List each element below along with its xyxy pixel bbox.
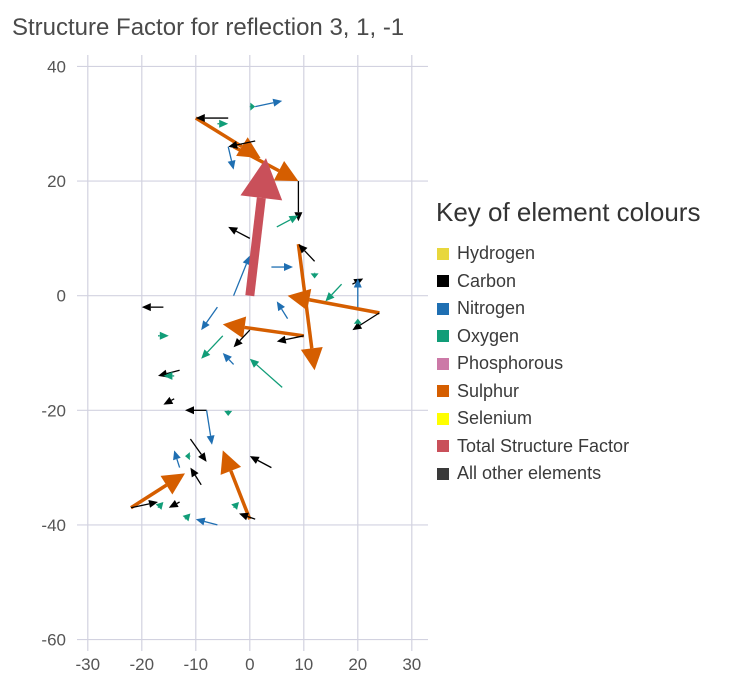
oxygen-vector: [217, 119, 229, 128]
legend-label: Hydrogen: [457, 243, 536, 264]
carbon-vector: [195, 114, 229, 123]
y-tick-label: -60: [41, 631, 66, 650]
legend-swatch: [437, 247, 449, 260]
legend-swatch: [437, 412, 449, 425]
sulphur-vector: [194, 116, 261, 159]
carbon-vector: [298, 244, 316, 262]
legend: Key of element colours Hydrogen Carbon Nit…: [436, 197, 700, 488]
x-tick-label: 30: [402, 655, 421, 674]
legend-item: Sulphur: [436, 378, 700, 406]
carbon-vector: [294, 181, 303, 222]
oxygen-vector: [276, 215, 299, 228]
oxygen-vector: [249, 358, 283, 388]
carbon-vector: [190, 467, 202, 486]
carbon-vector: [228, 140, 256, 149]
legend-title: Key of element colours: [436, 197, 701, 227]
nitrogen-vector: [276, 301, 289, 319]
x-tick-label: 10: [294, 655, 313, 674]
legend-swatch: [437, 467, 449, 480]
legend-item: All other elements: [436, 460, 700, 488]
legend-label: Total Structure Factor: [457, 435, 630, 456]
legend-swatch: [437, 440, 449, 453]
tick-labels: -30 -20 -10 0 10 20 30 40 20 0 -20 -40 -60: [41, 57, 421, 674]
nitrogen-vector: [227, 146, 236, 170]
carbon-vector: [130, 499, 158, 509]
legend-label: Phosphorous: [457, 353, 564, 374]
x-tick-label: 0: [245, 655, 254, 674]
legend-swatch: [437, 385, 449, 398]
gridlines: [77, 55, 428, 651]
y-tick-label: 0: [57, 287, 66, 306]
nitrogen-vector: [201, 306, 218, 331]
total-structure-factor-vector: [240, 158, 283, 297]
legend-items: Hydrogen Carbon Nitrogen Oxygen Phosphorous S…: [436, 240, 700, 488]
chart-title: Structure Factor for reflection 3, 1, -1: [12, 14, 405, 41]
sulphur-vector: [232, 145, 299, 182]
carbon-vector: [141, 303, 164, 312]
carbon-vector: [352, 312, 380, 331]
carbon-vector: [163, 396, 175, 405]
carbon-vector: [185, 406, 207, 415]
legend-swatch: [437, 302, 449, 315]
sulphur-vector: [130, 473, 185, 510]
nitrogen-vector: [173, 450, 181, 468]
nitrogen-vector: [222, 353, 235, 365]
oxygen-vector: [325, 283, 343, 302]
nitrogen-vector: [353, 278, 362, 308]
legend-item: Phosphorous: [436, 350, 700, 378]
legend-label: All other elements: [457, 463, 602, 484]
legend-item: Carbon: [436, 268, 700, 296]
nitrogen-vector: [195, 517, 218, 526]
legend-swatch: [437, 357, 449, 370]
legend-item: Oxygen: [436, 323, 700, 351]
nitrogen-vector: [205, 410, 215, 445]
carbon-vector: [276, 335, 304, 344]
legend-label: Carbon: [457, 270, 517, 291]
legend-item: Selenium: [436, 405, 700, 433]
x-tick-label: -10: [184, 655, 209, 674]
carbon-vector: [233, 329, 251, 348]
x-tick-label: -20: [130, 655, 155, 674]
oxygen-vector: [310, 272, 319, 279]
x-tick-label: -30: [76, 655, 101, 674]
oxygen-vector: [163, 371, 175, 380]
oxygen-vector: [224, 410, 233, 417]
legend-swatch: [437, 275, 449, 288]
carbon-vector: [189, 438, 207, 462]
legend-swatch: [437, 330, 449, 343]
carbon-vector: [228, 226, 251, 239]
sulphur-vector: [220, 450, 252, 520]
y-tick-label: 20: [47, 172, 66, 191]
x-tick-label: 20: [348, 655, 367, 674]
oxygen-vector: [155, 502, 164, 510]
nitrogen-vector: [271, 263, 293, 272]
legend-item: Total Structure Factor: [436, 433, 700, 461]
legend-label: Selenium: [457, 408, 533, 429]
y-tick-label: -40: [41, 516, 66, 535]
oxygen-vector: [353, 318, 362, 325]
vector-layer: [130, 98, 380, 526]
sulphur-vector: [287, 288, 380, 315]
legend-label: Sulphur: [457, 380, 520, 401]
oxygen-vector: [249, 102, 256, 111]
y-tick-label: -20: [41, 401, 66, 420]
legend-label: Nitrogen: [457, 298, 526, 319]
legend-label: Oxygen: [457, 325, 520, 346]
sulphur-vector: [296, 243, 323, 371]
legend-item: Hydrogen: [436, 240, 700, 268]
legend-item: Nitrogen: [436, 295, 700, 323]
nitrogen-vector: [232, 255, 251, 296]
carbon-vector: [168, 499, 180, 508]
sulphur-vector: [222, 316, 305, 339]
oxygen-vector: [201, 335, 224, 359]
carbon-vector: [249, 456, 272, 469]
nitrogen-vector: [255, 98, 283, 108]
oxygen-vector: [182, 513, 191, 522]
oxygen-vector: [158, 331, 169, 340]
carbon-vector: [239, 512, 256, 521]
oxygen-vector: [231, 502, 239, 510]
y-tick-label: 40: [47, 57, 66, 76]
oxygen-vector: [185, 452, 191, 461]
